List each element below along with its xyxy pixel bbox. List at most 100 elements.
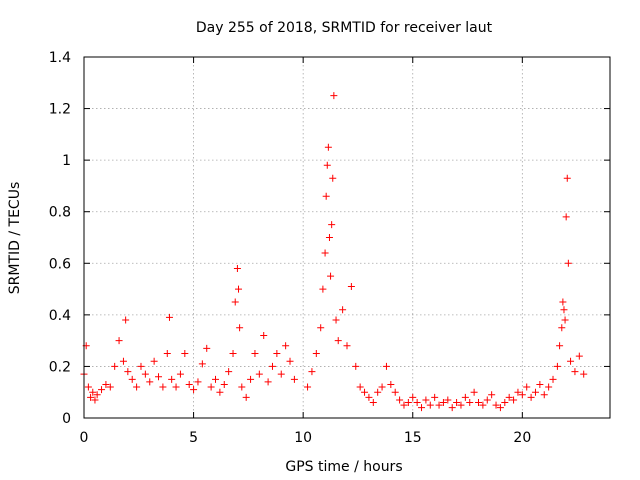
data-point: [236, 324, 244, 332]
x-tick-label: 5: [189, 430, 198, 446]
data-point: [242, 393, 250, 401]
data-point: [475, 399, 482, 407]
data-point: [501, 399, 509, 407]
data-point: [321, 249, 329, 257]
data-point: [563, 174, 571, 182]
data-point: [562, 213, 570, 221]
data-point: [518, 391, 526, 399]
data-point: [365, 393, 373, 401]
data-point: [560, 306, 568, 314]
y-tick-label: 0.4: [49, 308, 71, 324]
data-point: [181, 350, 189, 358]
data-point: [457, 401, 465, 409]
data-point: [339, 306, 347, 314]
data-point: [268, 362, 276, 370]
data-point: [194, 378, 202, 386]
data-point: [273, 350, 281, 358]
plot-frame: [83, 56, 611, 419]
data-point: [212, 375, 219, 383]
data-point: [128, 375, 136, 383]
data-point: [207, 383, 215, 391]
grid: [84, 57, 610, 418]
y-tick-label: 1: [62, 153, 71, 169]
data-points: [80, 92, 588, 412]
data-point: [531, 388, 539, 396]
data-point: [312, 350, 320, 358]
data-point: [229, 350, 237, 358]
data-point: [98, 386, 106, 394]
data-point: [374, 388, 382, 396]
data-point: [558, 324, 566, 332]
axis-ticks: 0 5 10 15 20 0 0.2 0.4 0.6 0.8 1 1.2 1.4: [49, 50, 610, 446]
y-tick-label: 0.8: [49, 205, 71, 221]
data-point: [329, 174, 337, 182]
data-point: [510, 396, 518, 404]
data-point: [492, 401, 500, 409]
data-point: [304, 383, 312, 391]
x-tick-label: 15: [404, 430, 422, 446]
data-point: [146, 378, 154, 386]
data-point: [163, 350, 171, 358]
data-point: [325, 234, 333, 241]
data-point: [185, 380, 193, 388]
data-point: [255, 370, 263, 378]
x-tick-label: 20: [513, 430, 531, 446]
y-tick-label: 0: [62, 411, 71, 427]
data-point: [580, 370, 588, 378]
data-point: [168, 375, 176, 383]
data-point: [111, 362, 119, 370]
data-point: [523, 383, 531, 391]
data-point: [238, 383, 246, 391]
data-point: [479, 401, 487, 409]
data-point: [102, 380, 110, 388]
data-point: [334, 337, 342, 345]
data-point: [317, 324, 325, 332]
data-point: [327, 272, 335, 280]
data-point: [93, 391, 101, 399]
data-point: [396, 396, 404, 404]
data-point: [324, 143, 332, 151]
y-tick-label: 0.2: [49, 359, 71, 375]
data-point: [409, 393, 417, 401]
data-point: [89, 388, 97, 396]
data-point: [496, 404, 504, 412]
data-point: [561, 316, 569, 324]
data-point: [470, 388, 478, 396]
data-point: [133, 383, 141, 391]
data-point: [453, 399, 461, 407]
data-point: [387, 380, 395, 388]
data-point: [220, 380, 228, 388]
data-point: [369, 399, 377, 407]
data-point: [319, 285, 327, 293]
x-axis-label: GPS time / hours: [285, 459, 402, 475]
data-point: [559, 298, 567, 306]
data-point: [527, 393, 535, 401]
data-point: [308, 368, 316, 376]
data-point: [282, 342, 290, 350]
data-point: [190, 386, 198, 394]
data-point: [347, 282, 355, 290]
data-point: [514, 388, 522, 396]
chart-title: Day 255 of 2018, SRMTID for receiver lau…: [196, 20, 493, 36]
data-point: [556, 342, 564, 350]
data-point: [203, 344, 211, 352]
data-point: [328, 221, 336, 229]
data-point: [545, 383, 553, 391]
data-point: [571, 368, 579, 376]
data-point: [404, 399, 412, 407]
data-point: [553, 362, 561, 370]
data-point: [141, 370, 149, 378]
data-point: [439, 399, 447, 407]
data-point: [176, 370, 184, 378]
data-point: [352, 362, 360, 370]
data-point: [233, 264, 241, 272]
data-point: [119, 357, 127, 365]
y-tick-label: 0.6: [49, 256, 71, 272]
data-point: [290, 375, 298, 383]
data-point: [150, 357, 158, 365]
data-point: [322, 192, 330, 200]
data-point: [260, 331, 268, 339]
data-point: [431, 393, 439, 401]
data-point: [461, 393, 469, 401]
